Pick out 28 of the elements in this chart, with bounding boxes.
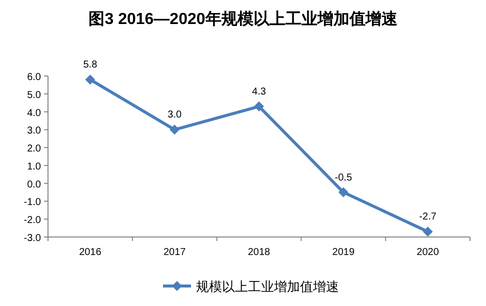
y-tick-label: -1.0	[24, 197, 42, 208]
point	[85, 74, 96, 85]
point	[254, 101, 264, 112]
x-tick-label: 2017	[163, 247, 186, 258]
y-tick-label: 4.0	[27, 108, 42, 119]
x-tick-label: 2016	[79, 247, 102, 258]
y-tick-label: -2.0	[24, 215, 42, 226]
y-tick-label: 6.0	[27, 72, 42, 83]
chart-title: 图3 2016—2020年规模以上工业增加值增速	[88, 10, 398, 28]
point	[170, 124, 180, 135]
x-tick-label: 2020	[416, 247, 440, 258]
y-tick-label: 2.0	[27, 144, 42, 155]
x-tick-label: 2019	[332, 247, 355, 258]
legend: 规模以上工业增加值增速	[163, 279, 339, 294]
data-label: -0.5	[334, 172, 352, 184]
y-tick-label: 3.0	[27, 126, 42, 137]
y-tick-label: 5.0	[27, 90, 42, 101]
y-tick-label: 1.0	[27, 161, 42, 172]
x-tick-label: 2018	[248, 247, 271, 258]
data-label: 4.3	[252, 86, 266, 98]
y-tick-label: -3.0	[24, 233, 42, 244]
data-label: -2.7	[419, 212, 437, 223]
point	[422, 226, 433, 237]
data-label: 3.0	[168, 110, 182, 121]
point	[338, 187, 348, 198]
legend-label: 规模以上工业增加值增速	[196, 279, 339, 294]
y-tick-label: 0.0	[27, 179, 42, 190]
data-label: 5.8	[83, 60, 98, 71]
